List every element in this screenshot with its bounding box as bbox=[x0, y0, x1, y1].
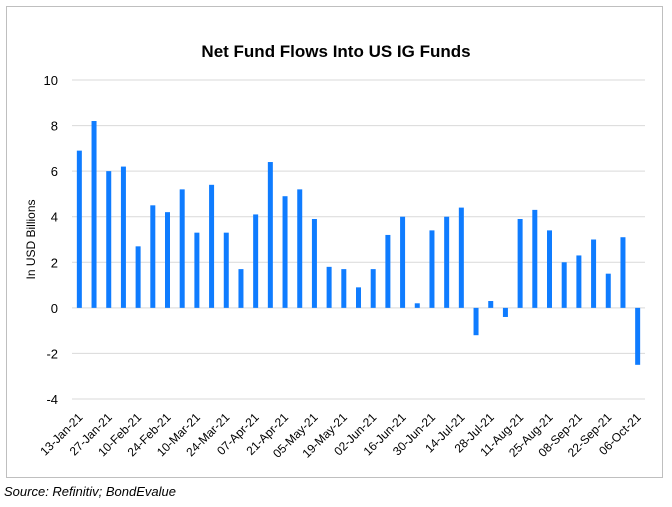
y-tick-label: 10 bbox=[44, 73, 58, 88]
y-tick-label: 2 bbox=[51, 255, 58, 270]
bar bbox=[238, 269, 244, 308]
bar bbox=[591, 239, 597, 308]
bar bbox=[209, 184, 215, 308]
bar bbox=[179, 189, 185, 308]
bar bbox=[76, 150, 82, 308]
bar bbox=[605, 273, 611, 308]
bar bbox=[517, 218, 523, 308]
bar bbox=[635, 307, 641, 365]
chart-frame bbox=[6, 6, 663, 478]
bar bbox=[414, 303, 420, 308]
bar bbox=[297, 189, 303, 308]
bar bbox=[311, 218, 317, 308]
y-tick-label: 6 bbox=[51, 164, 58, 179]
bar bbox=[150, 205, 156, 308]
bar bbox=[458, 207, 464, 308]
y-tick-label: 0 bbox=[51, 301, 58, 316]
y-tick-label: -4 bbox=[46, 392, 58, 407]
bar bbox=[194, 232, 200, 308]
y-axis-label: In USD Billions bbox=[24, 199, 38, 279]
bar bbox=[532, 209, 538, 308]
bar bbox=[165, 212, 170, 308]
bar bbox=[502, 307, 508, 317]
bar bbox=[91, 121, 97, 308]
bar bbox=[473, 307, 479, 336]
bar bbox=[326, 266, 332, 308]
bar bbox=[547, 230, 552, 308]
bar bbox=[356, 287, 361, 308]
bar bbox=[385, 234, 391, 308]
bar bbox=[620, 237, 626, 308]
bar bbox=[120, 166, 126, 308]
bar bbox=[253, 214, 259, 308]
bar bbox=[135, 246, 141, 308]
bar bbox=[400, 216, 406, 308]
y-tick-label: 8 bbox=[51, 119, 58, 134]
y-tick-label: -2 bbox=[46, 346, 58, 361]
bar bbox=[282, 196, 288, 308]
bar bbox=[444, 216, 450, 308]
y-tick-label: 4 bbox=[51, 210, 58, 225]
bar bbox=[488, 301, 494, 308]
bar bbox=[341, 269, 347, 308]
bar bbox=[223, 232, 229, 308]
bar bbox=[370, 269, 376, 308]
chart-title: Net Fund Flows Into US IG Funds bbox=[201, 42, 471, 61]
bar bbox=[576, 255, 582, 308]
bar bbox=[561, 262, 567, 308]
source-note: Source: Refinitiv; BondEvalue bbox=[4, 484, 176, 499]
bar bbox=[267, 162, 273, 308]
bar bbox=[106, 171, 112, 308]
bar bbox=[429, 230, 435, 308]
